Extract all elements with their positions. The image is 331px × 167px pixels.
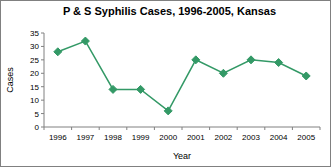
data-marker	[164, 107, 172, 115]
chart-title: P & S Syphilis Cases, 1996-2005, Kansas	[63, 5, 276, 17]
chart-container: P & S Syphilis Cases, 1996-2005, Kansas C…	[0, 0, 331, 167]
data-marker	[109, 85, 117, 93]
chart-svg: P & S Syphilis Cases, 1996-2005, Kansas C…	[0, 0, 331, 167]
data-marker	[81, 37, 89, 45]
y-axis-label: Cases	[5, 67, 15, 93]
x-tick-label: 2005	[297, 133, 315, 142]
x-tick-label: 2001	[187, 133, 205, 142]
y-tick-label: 0	[35, 123, 40, 132]
data-marker	[247, 56, 255, 64]
y-tick-label: 5	[35, 110, 40, 119]
x-axis	[44, 127, 320, 128]
data-marker	[302, 72, 310, 80]
data-line	[58, 41, 306, 111]
data-marker	[137, 85, 145, 93]
x-tick-label: 2003	[242, 133, 260, 142]
x-tick-label: 2002	[215, 133, 233, 142]
y-tick-label: 20	[30, 69, 39, 78]
y-tick-label: 35	[30, 29, 39, 38]
y-tick-label: 10	[30, 96, 39, 105]
x-tick-label: 2000	[159, 133, 177, 142]
x-tick-label: 1996	[49, 133, 67, 142]
y-tick-label: 15	[30, 83, 39, 92]
data-marker	[219, 69, 227, 77]
data-marker	[54, 48, 62, 56]
x-tick-label: 1999	[132, 133, 150, 142]
plot-area	[54, 37, 310, 115]
x-axis-label: Year	[173, 151, 191, 161]
y-tick-label: 25	[30, 56, 39, 65]
data-marker	[275, 59, 283, 67]
data-marker	[192, 56, 200, 64]
y-tick-label: 30	[30, 42, 39, 51]
x-tick-label: 1997	[77, 133, 95, 142]
chart-border	[1, 1, 331, 167]
y-axis	[44, 33, 45, 127]
x-tick-label: 2004	[270, 133, 288, 142]
x-tick-label: 1998	[104, 133, 122, 142]
